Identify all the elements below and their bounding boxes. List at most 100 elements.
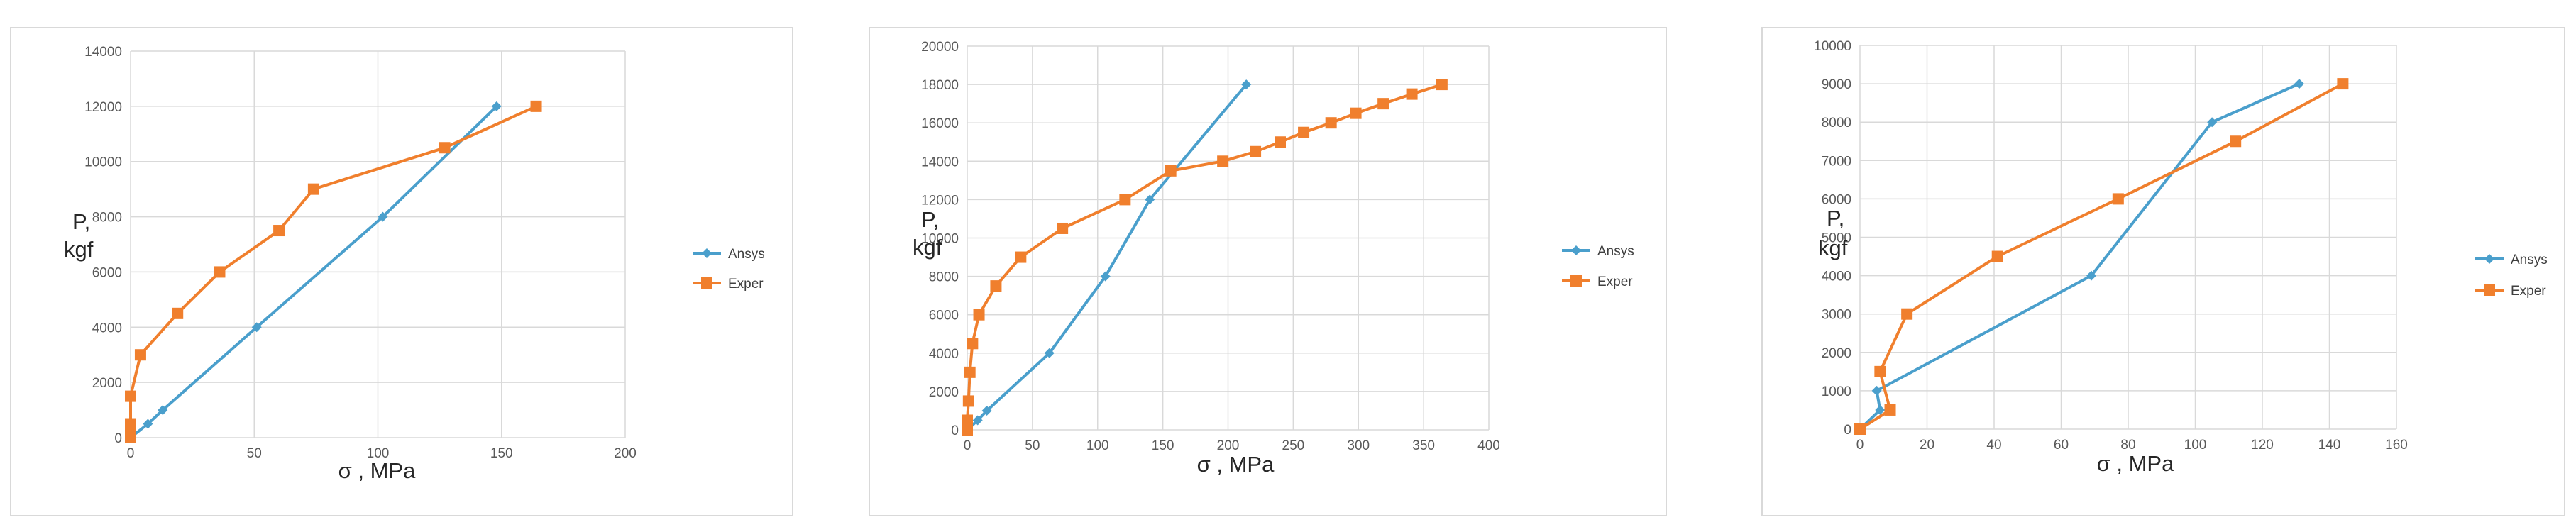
chart-2-ytick-label: 18000 bbox=[921, 78, 959, 93]
chart-1-svg: 0 2000 4000 6000 8000 10000 12000 14000 0 50 100 15… bbox=[64, 45, 765, 483]
chart-1-legend-exper-label: Exper bbox=[728, 277, 764, 292]
chart-2-ytick-label: 8000 bbox=[929, 270, 959, 285]
chart-2-exper-point bbox=[962, 414, 973, 426]
chart-2-exper-point bbox=[1119, 194, 1131, 206]
chart-2-ytick-label: 10000 bbox=[921, 232, 959, 247]
chart-2-xtick-label: 350 bbox=[1412, 438, 1435, 453]
chart-3-exper-point bbox=[1901, 308, 1913, 320]
chart-3-ytick-label: 5000 bbox=[1822, 231, 1851, 246]
chart-1-ytick-label: 6000 bbox=[92, 265, 122, 280]
chart-1-exper-point bbox=[125, 418, 136, 430]
chart-2-exper-point bbox=[967, 338, 979, 350]
chart-3-legend-exper-label: Exper bbox=[2511, 284, 2546, 299]
chart-1-legend-ansys: Ansys bbox=[693, 247, 765, 262]
chart-1-xtick-label: 50 bbox=[247, 446, 262, 461]
chart-1-xtick-label: 0 bbox=[127, 446, 135, 461]
chart-3-xtick-label: 20 bbox=[1920, 438, 1934, 453]
chart-2-xtick-label: 0 bbox=[964, 438, 971, 453]
chart-2-exper-point bbox=[1377, 98, 1389, 110]
chart-3-y-axis-title-line2: kgf bbox=[1818, 235, 1848, 260]
chart-3-exper-point bbox=[1874, 365, 1886, 377]
chart-2-ytick-label: 6000 bbox=[929, 309, 959, 323]
chart-3-ytick-label: 6000 bbox=[1822, 192, 1851, 207]
chart-1-ytick-label: 4000 bbox=[92, 321, 122, 336]
chart-1-series-ansys-line bbox=[129, 105, 498, 439]
chart-3-ytick-label: 0 bbox=[1844, 423, 1851, 438]
chart-1-ansys-point bbox=[143, 419, 153, 429]
chart-2-series-ansys-line bbox=[966, 83, 1248, 431]
chart-1-exper-point bbox=[172, 307, 184, 319]
chart-1-ansys-point bbox=[158, 405, 168, 416]
chart-3-legend-exper: Exper bbox=[2475, 284, 2546, 299]
chart-1-ytick-label: 12000 bbox=[84, 100, 122, 115]
chart-3-xtick-label: 80 bbox=[2120, 438, 2135, 453]
chart-1-ytick-label: 0 bbox=[114, 431, 122, 446]
chart-3-ansys-point bbox=[2207, 117, 2218, 128]
chart-2-ytick-label: 0 bbox=[951, 423, 959, 438]
chart-3-legend-exper-marker bbox=[2484, 284, 2495, 296]
chart-3-exper-point bbox=[1884, 404, 1896, 416]
chart-1-ansys-point bbox=[251, 322, 262, 333]
chart-1-ytick-label: 10000 bbox=[84, 155, 122, 170]
chart-1-ytick-label: 2000 bbox=[92, 376, 122, 391]
chart-2-exper-point bbox=[964, 366, 976, 378]
chart-1-legend-exper-marker bbox=[701, 277, 712, 289]
chart-2-xtick-label: 150 bbox=[1152, 438, 1174, 453]
chart-2-legend-exper: Exper bbox=[1562, 275, 1633, 289]
chart-3-ansys-point bbox=[1875, 404, 1886, 415]
chart-2-ytick-label: 14000 bbox=[921, 155, 959, 170]
chart-2-svg: 0200040006000800010000120001400016000180… bbox=[913, 40, 1634, 477]
chart-2-exper-point bbox=[1057, 222, 1069, 234]
chart-3-exper-point bbox=[2230, 135, 2242, 148]
chart-3-ytick-label: 9000 bbox=[1822, 77, 1851, 92]
chart-3-svg: 0100020003000400050006000700080009000100… bbox=[1814, 39, 2548, 476]
chart-2-series-ansys bbox=[962, 79, 1252, 435]
chart-1-xtick-label: 150 bbox=[490, 446, 513, 461]
chart-1-xtick-label: 100 bbox=[367, 446, 390, 461]
chart-2-xtick-label: 300 bbox=[1347, 438, 1370, 453]
chart-3-series-ansys-line bbox=[1859, 82, 2300, 431]
chart-3-ytick-label: 8000 bbox=[1822, 116, 1851, 131]
chart-3-exper-point bbox=[1991, 250, 2003, 262]
chart-2-ytick-label: 12000 bbox=[921, 193, 959, 208]
chart-1-exper-point bbox=[134, 349, 146, 361]
chart-1-ansys-point bbox=[491, 101, 502, 111]
chart-3-exper-point bbox=[1854, 423, 1866, 435]
chart-2-ansys-point bbox=[1100, 271, 1111, 282]
chart-1-ytick-label: 8000 bbox=[92, 211, 122, 226]
chart-3-series-ansys bbox=[1855, 79, 2304, 434]
chart-2-legend-exper-label: Exper bbox=[1597, 275, 1633, 289]
chart-1-legend-ansys-label: Ansys bbox=[728, 247, 765, 262]
chart-1-y-axis-title-line2: kgf bbox=[64, 237, 94, 262]
chart-1-exper-point bbox=[530, 100, 542, 112]
chart-2-series-exper bbox=[962, 79, 1448, 436]
chart-2-ansys-point bbox=[1044, 348, 1055, 358]
chart-2-exper-point bbox=[1325, 117, 1337, 129]
chart-1-legend-exper: Exper bbox=[693, 277, 764, 292]
chart-1-exper-point bbox=[273, 225, 285, 237]
chart-3-legend-ansys-label: Ansys bbox=[2511, 253, 2548, 267]
chart-1-ansys-point bbox=[378, 211, 388, 222]
chart-2-ytick-label: 2000 bbox=[929, 385, 959, 400]
chart-panel-3: 0 1000 2000 3000 4000 5000 6000 7000 8000 9000 100… bbox=[1761, 27, 2565, 516]
chart-2-exper-point bbox=[1015, 251, 1027, 263]
chart-2-legend-ansys-marker bbox=[1571, 245, 1581, 255]
chart-3-x-axis-title: σ , MPa bbox=[2097, 451, 2174, 476]
chart-3-legend-ansys-marker bbox=[2484, 254, 2494, 264]
chart-2-xtick-label: 100 bbox=[1086, 438, 1109, 453]
chart-1-legend-ansys-marker bbox=[702, 248, 712, 258]
chart-2-xtick-label: 200 bbox=[1217, 438, 1240, 453]
chart-3-ytick-label: 10000 bbox=[1814, 39, 1851, 54]
chart-3-ytick-label: 2000 bbox=[1822, 346, 1851, 361]
chart-1-series-exper bbox=[125, 100, 542, 443]
chart-2-exper-point bbox=[1436, 79, 1448, 91]
chart-panel-1: 0 2000 4000 6000 8000 10000 12000 14000 0 50 100 15… bbox=[10, 27, 793, 516]
chart-2-xtick-label: 400 bbox=[1477, 438, 1500, 453]
chart-2-exper-point bbox=[1298, 126, 1310, 138]
chart-1-x-axis-title: σ , MPa bbox=[338, 458, 416, 483]
chart-2-x-axis-title: σ , MPa bbox=[1197, 452, 1275, 477]
chart-2-ytick-label: 16000 bbox=[921, 116, 959, 131]
chart-1-grid bbox=[130, 50, 626, 438]
chart-3-series-exper bbox=[1854, 78, 2349, 435]
chart-3-exper-point bbox=[2337, 78, 2349, 90]
